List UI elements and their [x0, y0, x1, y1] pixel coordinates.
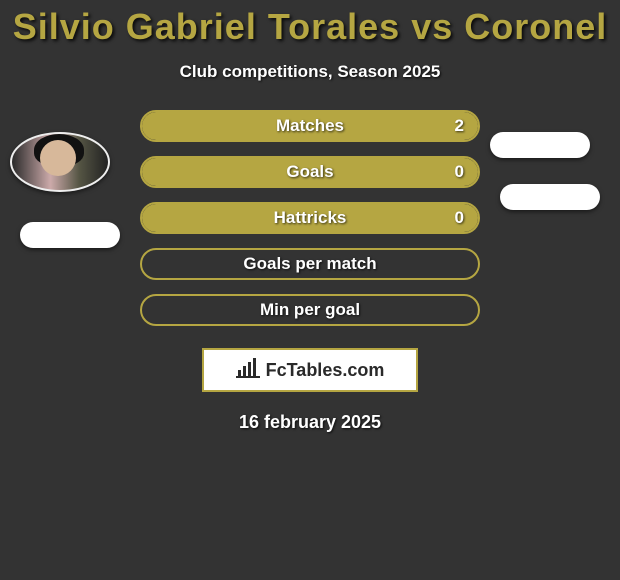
page-title: Silvio Gabriel Torales vs Coronel [0, 0, 620, 48]
brand-text: FcTables.com [266, 360, 385, 381]
stat-label: Min per goal [260, 300, 360, 320]
comparison-arena: Matches 2 Goals 0 Hattricks 0 Goals per match M… [0, 110, 620, 326]
stat-bar-goals-per-match: Goals per match [140, 248, 480, 280]
date-text: 16 february 2025 [0, 412, 620, 433]
stat-bar-matches: Matches 2 [140, 110, 480, 142]
stat-bar-hattricks: Hattricks 0 [140, 202, 480, 234]
stat-value: 0 [455, 162, 464, 182]
stat-label: Goals [286, 162, 333, 182]
stat-value: 0 [455, 208, 464, 228]
player-right-placeholder-2 [500, 184, 600, 210]
brand-logo: FcTables.com [202, 348, 418, 392]
stat-bar-goals: Goals 0 [140, 156, 480, 188]
player-left-avatar [10, 132, 110, 192]
subtitle: Club competitions, Season 2025 [0, 62, 620, 82]
player-left-placeholder [20, 222, 120, 248]
stat-value: 2 [455, 116, 464, 136]
chart-icon [236, 358, 260, 383]
stat-bars: Matches 2 Goals 0 Hattricks 0 Goals per match M… [140, 110, 480, 326]
stat-label: Matches [276, 116, 344, 136]
stat-bar-min-per-goal: Min per goal [140, 294, 480, 326]
stat-label: Goals per match [243, 254, 376, 274]
player-right-placeholder-1 [490, 132, 590, 158]
stat-label: Hattricks [274, 208, 347, 228]
